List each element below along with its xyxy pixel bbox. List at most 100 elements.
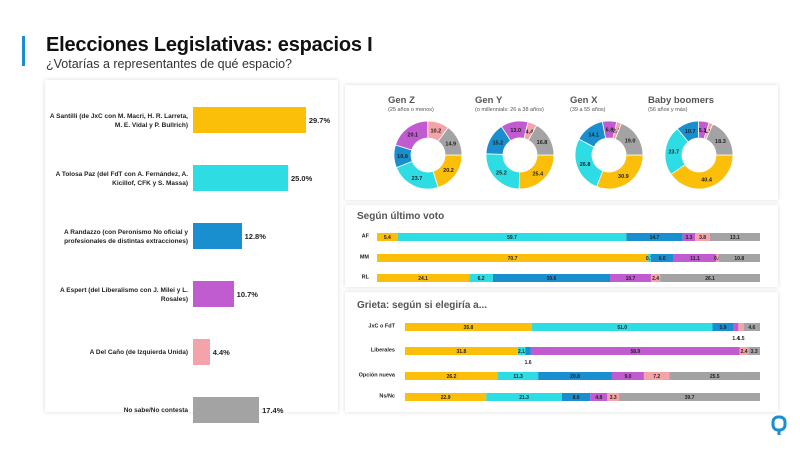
bar-value-label: 4.4% bbox=[212, 348, 230, 357]
segment-label: 3.3 bbox=[751, 349, 758, 355]
bar-value-label: 17.4% bbox=[262, 406, 284, 415]
stacked-segment bbox=[405, 323, 532, 331]
donut-slice-label: 13.0 bbox=[510, 128, 521, 134]
segment-label: 3.3 bbox=[685, 235, 692, 241]
donut-title: Gen Y bbox=[475, 95, 503, 106]
segment-label: 0.6 bbox=[714, 256, 721, 262]
stacked-segment bbox=[712, 323, 734, 331]
stacked-segment bbox=[377, 274, 470, 282]
stacked-segment bbox=[718, 254, 760, 262]
title-accent-bar bbox=[22, 36, 25, 66]
segment-label: 58.9 bbox=[630, 349, 640, 355]
segment-label: 0.7 bbox=[646, 256, 653, 262]
candidate-bar-chart-panel: A Santilli (de JxC con M. Macri, H. R. L… bbox=[45, 80, 338, 423]
segment-label: 8.0 bbox=[573, 395, 580, 401]
stacked-segment bbox=[650, 254, 674, 262]
donut-slice bbox=[596, 154, 644, 190]
donut-slice-label: 19.0 bbox=[625, 139, 636, 145]
segment-label: 6.0 bbox=[659, 256, 666, 262]
generation-donuts-panel: 20.2 23.7 10.8 20.1 10.2 14.9 25.4 25.2 15.2 13.0… bbox=[345, 85, 778, 200]
donut-subtitle: (25 años o menos) bbox=[388, 107, 434, 113]
stacked-segment bbox=[590, 393, 608, 401]
stacked-segment bbox=[405, 347, 518, 355]
segment-label: 7.2 bbox=[653, 374, 660, 380]
stacked-segment bbox=[377, 233, 398, 241]
donut-slice bbox=[614, 122, 644, 156]
row-label: Liberales bbox=[371, 348, 395, 354]
donut-slice-label: 23.7 bbox=[412, 176, 423, 182]
segment-label: 21.3 bbox=[519, 395, 529, 401]
donut-slice-label: 14.9 bbox=[445, 141, 456, 147]
segment-label: 9.0 bbox=[624, 374, 631, 380]
row-label: RL bbox=[362, 275, 370, 281]
segment-label: 10.7 bbox=[626, 276, 636, 282]
donut-slice-label: 16.8 bbox=[537, 140, 548, 146]
donut-slice-label: 10.2 bbox=[430, 129, 441, 135]
segment-label: 5.4 bbox=[384, 235, 391, 241]
last-vote-panel: Según último voto AF 5.4 59.7 14.7 3.3 3.8 13.… bbox=[345, 205, 778, 287]
stacked-segment bbox=[695, 233, 710, 241]
segment-label: 10.8 bbox=[734, 256, 744, 262]
donut-slice-label: 20.2 bbox=[443, 168, 454, 174]
bar bbox=[193, 165, 288, 191]
stacked-segment bbox=[492, 274, 611, 282]
row-label: Ns/Nc bbox=[379, 394, 395, 400]
bar-label: A Del Caño (de Izquierda Unida) bbox=[89, 349, 188, 356]
stacked-segment bbox=[748, 347, 760, 355]
stacked-segment bbox=[405, 372, 499, 380]
segment-label: 35.8 bbox=[464, 325, 474, 331]
segment-label: 3.8 bbox=[699, 235, 706, 241]
stacked-segment bbox=[405, 393, 487, 401]
segment-label: 4.8 bbox=[595, 395, 602, 401]
segment-label: 6.2 bbox=[478, 276, 485, 282]
last-vote-title: Según último voto bbox=[357, 211, 445, 222]
donut-slice-label: 10.7 bbox=[685, 129, 696, 135]
bar-value-label: 29.7% bbox=[308, 116, 331, 125]
stacked-segment bbox=[469, 274, 493, 282]
stacked-segment bbox=[498, 372, 539, 380]
page-title: Elecciones Legislativas: espacios I bbox=[46, 34, 373, 56]
segment-label: 2.4 bbox=[652, 276, 659, 282]
brand-logo-icon bbox=[771, 415, 787, 435]
row-label: AF bbox=[362, 234, 370, 240]
stacked-segment bbox=[561, 393, 591, 401]
donut-title: Baby boomers bbox=[648, 95, 714, 106]
bar-label: A Espert (del Liberalismo con J. Milei y… bbox=[60, 286, 188, 303]
donut-subtitle: (o millennials: 26 a 38 años) bbox=[475, 107, 544, 113]
donut-slice-label: 23.7 bbox=[668, 149, 679, 155]
donut-slice-label: 20.1 bbox=[407, 133, 418, 139]
donut-slice bbox=[670, 154, 734, 190]
donut-slice-label: 30.9 bbox=[618, 174, 629, 180]
stacked-segment bbox=[530, 347, 740, 355]
bar-label: A Santilli (de JxC con M. Macri, H. R. L… bbox=[49, 112, 188, 129]
stacked-segment bbox=[610, 274, 651, 282]
stacked-segment bbox=[517, 347, 526, 355]
stacked-segment bbox=[643, 372, 670, 380]
bar-label: A Randazzo (con Peronismo No oficial y p… bbox=[64, 228, 188, 245]
segment-label: 25.5 bbox=[710, 374, 720, 380]
stacked-segment bbox=[648, 254, 651, 262]
stacked-segment bbox=[669, 372, 760, 380]
bar-value-label: 25.0% bbox=[291, 174, 313, 183]
bar bbox=[193, 397, 260, 423]
stacked-segment bbox=[733, 323, 739, 331]
segment-label: 70.7 bbox=[508, 256, 518, 262]
segment-label: 20.8 bbox=[570, 374, 580, 380]
donut-subtitle: (39 a 55 años) bbox=[570, 107, 606, 113]
row-label: Opción nueva bbox=[359, 373, 396, 379]
stacked-segment bbox=[538, 372, 612, 380]
segment-label: 4.6 bbox=[748, 325, 755, 331]
stacked-segment bbox=[626, 233, 683, 241]
segment-label: 1.4 bbox=[732, 336, 739, 342]
donut-slice bbox=[705, 123, 734, 156]
segment-label: 24.1 bbox=[418, 276, 428, 282]
bar-value-label: 12.8% bbox=[244, 232, 266, 241]
stacked-segment bbox=[377, 254, 649, 262]
row-label: JxC o FdT bbox=[368, 324, 395, 330]
stacked-segment bbox=[709, 233, 760, 241]
segment-label: 26.2 bbox=[447, 374, 457, 380]
segment-label: 22.9 bbox=[441, 395, 451, 401]
segment-label: 11.3 bbox=[513, 374, 523, 380]
stacked-segment bbox=[619, 393, 760, 401]
stacked-segment bbox=[743, 323, 760, 331]
